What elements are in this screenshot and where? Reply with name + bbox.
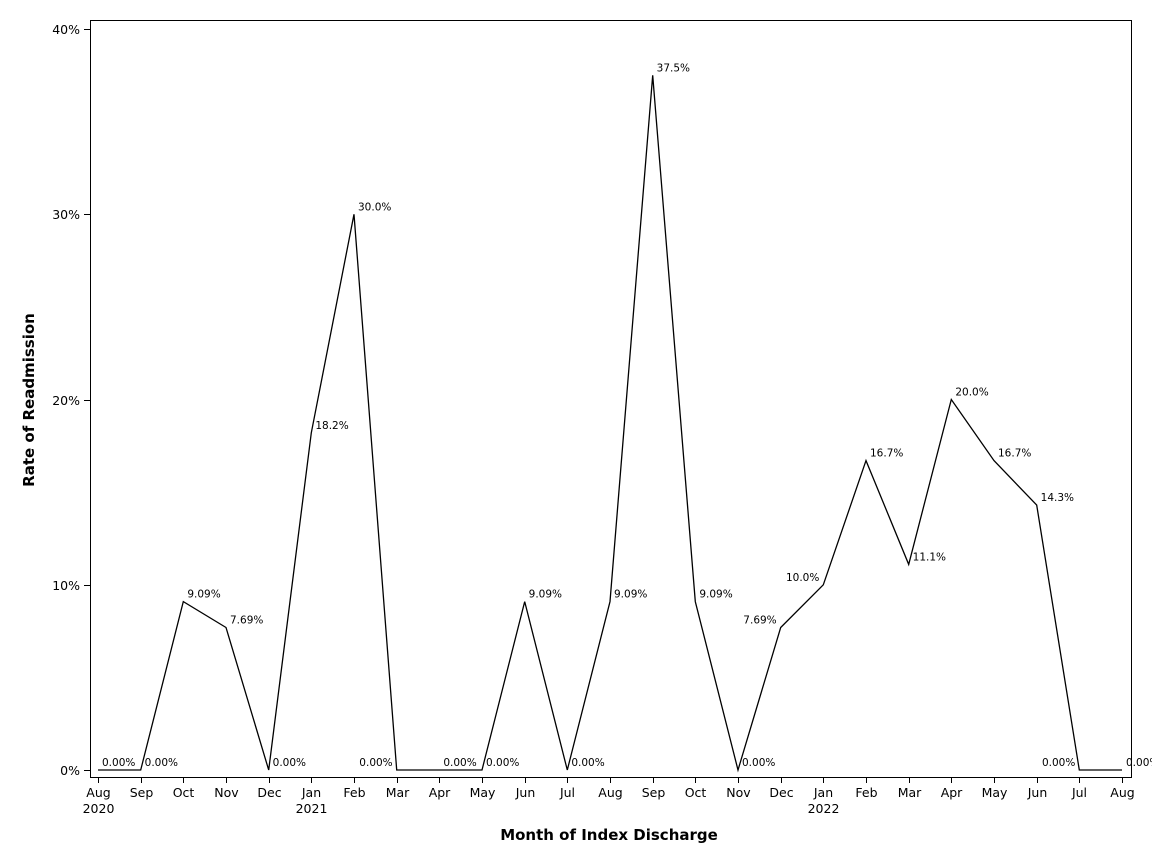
y-axis: 0% 10% 20% 30% 40% xyxy=(52,22,90,778)
data-label: 9.09% xyxy=(614,589,647,601)
x-tick-label: Sep xyxy=(642,785,666,800)
data-label: 16.7% xyxy=(998,448,1031,460)
data-label: 16.7% xyxy=(870,448,903,460)
x-tick-label: Nov xyxy=(726,785,751,800)
x-tick-label: Oct xyxy=(685,785,707,800)
data-label: 9.09% xyxy=(187,589,220,601)
y-tick-label: 20% xyxy=(52,393,80,408)
y-tick-label: 30% xyxy=(52,207,80,222)
data-label: 14.3% xyxy=(1041,492,1074,504)
data-labels: 0.00% 0.00% 9.09% 7.69% 0.00% 18.2% 30.0% 0.00%… xyxy=(102,62,1152,769)
x-tick-label: Nov xyxy=(214,785,239,800)
data-label: 0.00% xyxy=(742,757,775,769)
data-label: 0.00% xyxy=(102,757,135,769)
data-label: 7.69% xyxy=(743,615,776,627)
data-label: 0.00% xyxy=(443,757,476,769)
series-line xyxy=(98,75,1122,773)
data-label: 18.2% xyxy=(315,420,348,432)
data-label: 20.0% xyxy=(955,387,988,399)
x-tick-label: Feb xyxy=(343,785,365,800)
x-year-label: 2022 xyxy=(808,801,840,816)
x-tick-label: Jun xyxy=(1027,785,1048,800)
y-tick-label: 0% xyxy=(60,763,80,778)
x-tick-label: Aug xyxy=(598,785,622,800)
x-axis-title: Month of Index Discharge xyxy=(500,826,718,844)
x-tick-label: Aug xyxy=(1110,785,1134,800)
x-tick-label: Oct xyxy=(173,785,195,800)
x-tick-label: Dec xyxy=(769,785,793,800)
data-label: 0.00% xyxy=(145,757,178,769)
x-tick-label: Feb xyxy=(855,785,877,800)
x-tick-label: Jul xyxy=(1071,785,1087,800)
data-label: 7.69% xyxy=(230,615,263,627)
plot-frame xyxy=(90,20,1132,778)
data-label: 0.00% xyxy=(486,757,519,769)
data-label: 9.09% xyxy=(699,589,732,601)
data-label: 0.00% xyxy=(1126,757,1152,769)
x-tick-label: Jul xyxy=(559,785,575,800)
y-tick-label: 40% xyxy=(52,22,80,37)
x-tick-label: May xyxy=(982,785,1008,800)
data-label: 10.0% xyxy=(786,572,819,584)
data-label: 11.1% xyxy=(913,551,946,563)
data-label: 0.00% xyxy=(273,757,306,769)
y-tick-label: 10% xyxy=(52,578,80,593)
x-year-label: 2020 xyxy=(83,801,115,816)
x-tick-label: Apr xyxy=(941,785,963,800)
x-tick-label: Jan xyxy=(301,785,321,800)
x-axis: Aug Sep Oct Nov Dec Jan Feb Mar Apr May Jun Jul Aug S… xyxy=(83,777,1135,816)
x-tick-label: Aug xyxy=(86,785,110,800)
data-label: 0.00% xyxy=(1042,757,1075,769)
data-label: 37.5% xyxy=(657,62,690,74)
x-tick-label: Sep xyxy=(130,785,154,800)
x-tick-label: Mar xyxy=(898,785,922,800)
x-tick-label: Apr xyxy=(429,785,451,800)
x-tick-label: Jun xyxy=(515,785,536,800)
x-tick-label: Jan xyxy=(813,785,833,800)
data-label: 0.00% xyxy=(571,757,604,769)
x-year-label: 2021 xyxy=(296,801,328,816)
series xyxy=(98,75,1122,773)
x-tick-label: May xyxy=(470,785,496,800)
data-label: 30.0% xyxy=(358,201,391,213)
y-axis-title: Rate of Readmission xyxy=(20,313,38,487)
data-label: 0.00% xyxy=(359,757,392,769)
x-tick-label: Dec xyxy=(257,785,281,800)
data-label: 9.09% xyxy=(529,589,562,601)
x-tick-label: Mar xyxy=(386,785,410,800)
